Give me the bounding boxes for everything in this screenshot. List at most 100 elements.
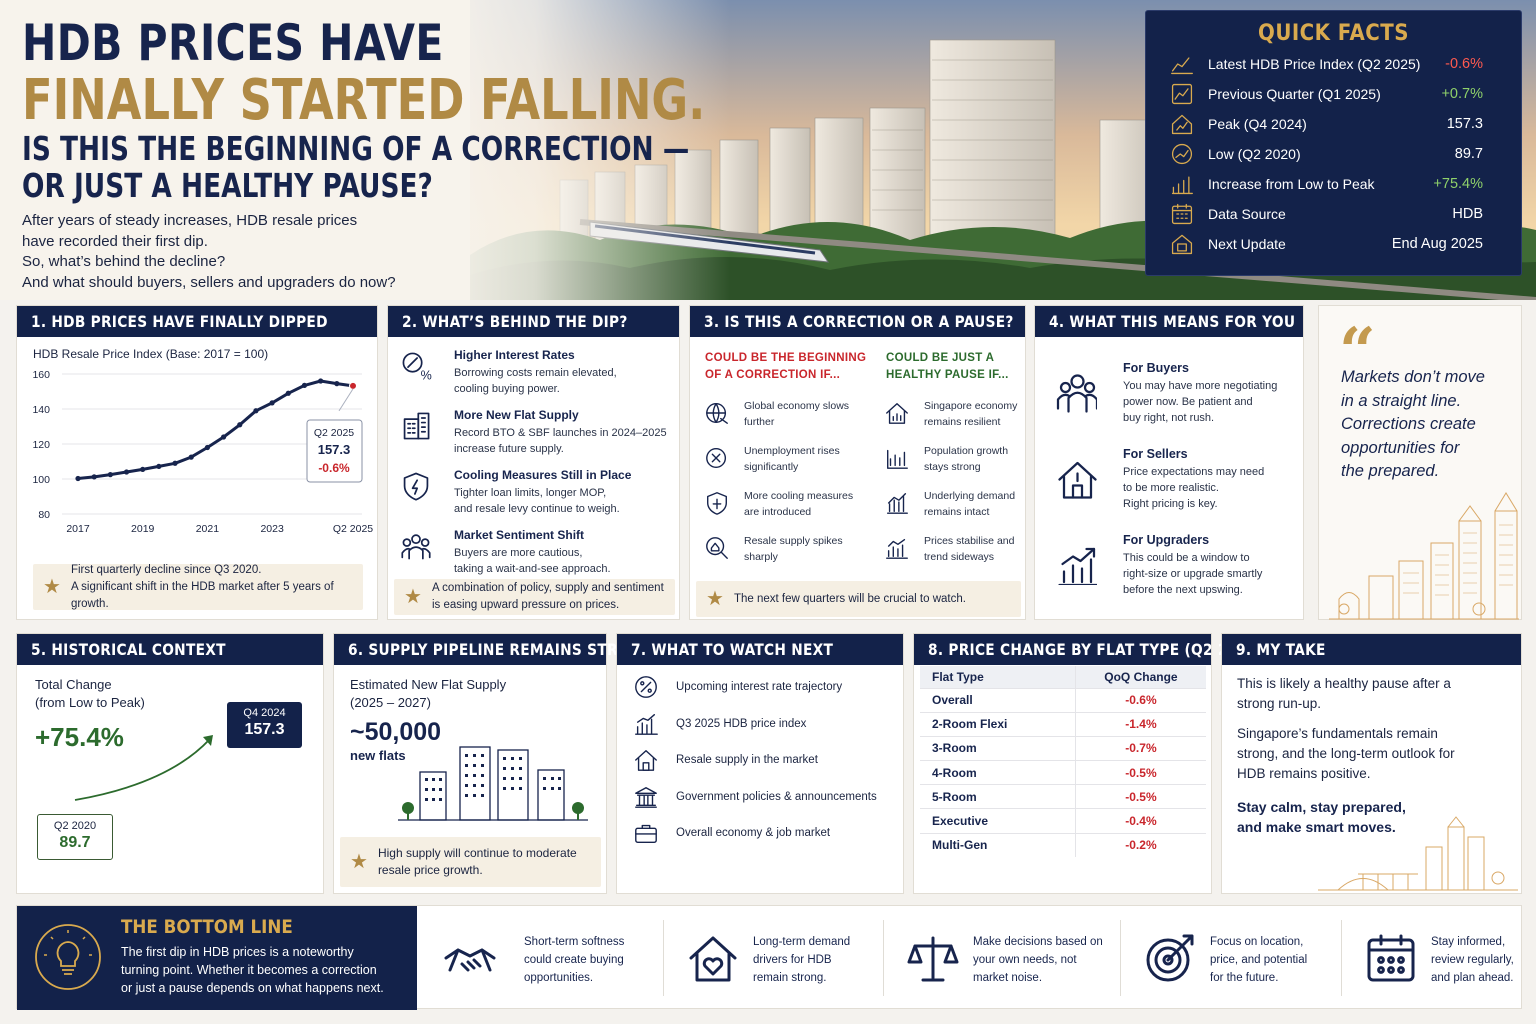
panel-title: 6. SUPPLY PIPELINE REMAINS STRONG (334, 634, 653, 665)
scales-icon (905, 930, 961, 991)
quick-fact-value: 89.7 (1454, 146, 1483, 162)
briefcase-icon (633, 820, 659, 851)
panel-title: 3. IS THIS A CORRECTION OR A PAUSE? (690, 306, 1025, 337)
divider (1120, 920, 1121, 996)
quick-fact-row: Next Update End Aug 2025 (1170, 229, 1483, 259)
panel-title: 8. PRICE CHANGE BY FLAT TYPE (Q2 2025) (914, 634, 1263, 665)
condition-text: Unemployment rises (744, 445, 840, 457)
bottom-line-title: THE BOTTOM LINE (121, 916, 293, 938)
series-line (77, 379, 354, 480)
flat-type-cell: 5-Room (920, 784, 1076, 809)
quick-fact-label: Latest HDB Price Index (Q2 2025) (1208, 56, 1421, 72)
condition-text: Global economy slows (744, 400, 850, 412)
calendar-icon (1363, 930, 1419, 991)
data-point (156, 463, 162, 469)
growth-arrow (74, 735, 213, 801)
x-tick-label: 2019 (131, 523, 155, 535)
takeaway-text: drivers for HDB (753, 954, 832, 966)
data-point (188, 454, 194, 460)
callout-label: Q2 2025 (314, 427, 354, 439)
quick-fact-label: Previous Quarter (Q1 2025) (1208, 86, 1381, 102)
quick-fact-value: End Aug 2025 (1391, 236, 1483, 252)
reason-item: Cooling Measures Still in Place Tighter l… (454, 468, 631, 517)
condition-text: remains intact (924, 506, 990, 518)
takeaway-text: review regularly, (1431, 954, 1514, 966)
quick-fact-label: Data Source (1208, 206, 1286, 222)
house-icon (633, 747, 659, 778)
page-title-line1: HDB PRICES HAVE (22, 14, 444, 72)
col-qoq-change: QoQ Change (1075, 666, 1206, 688)
x-tick-label: 2023 (260, 523, 284, 535)
panel-title: 4. WHAT THIS MEANS FOR YOU (1035, 306, 1303, 337)
total-change-label: Total Change (from Low to Peak) (35, 677, 145, 710)
qoq-change-cell: -0.5% (1075, 784, 1206, 809)
audience-text: buy right, not rush. (1123, 412, 1215, 424)
bar-growth-icon (1170, 172, 1194, 196)
star-icon: ★ (350, 850, 368, 873)
quote-mark: “ (1339, 314, 1376, 389)
takeaway-text: opportunities. (524, 972, 594, 984)
handshake-icon (442, 930, 498, 991)
star-icon: ★ (706, 587, 724, 610)
condition-text: significantly (744, 461, 799, 473)
pause-condition: Underlying demand remains intact (924, 488, 1015, 520)
quick-fact-value: +0.7% (1441, 86, 1483, 102)
chart-title: HDB Resale Price Index (Base: 2017 = 100… (33, 347, 269, 361)
reason-title: Higher Interest Rates (454, 348, 575, 362)
y-tick-label: 100 (32, 474, 50, 486)
data-point (172, 460, 178, 466)
reason-text: cooling buying power. (454, 383, 560, 395)
correction-condition: More cooling measures are introduced (744, 488, 853, 520)
reason-item: Market Sentiment Shift Buyers are more ca… (454, 528, 611, 577)
condition-text: Population growth (924, 445, 1009, 457)
takeaway-text: Long-term demand (753, 936, 851, 948)
y-tick-label: 140 (32, 404, 50, 416)
audience-text: right-size or upgrade smartly (1123, 568, 1263, 580)
bottom-line-section: THE BOTTOM LINE The first dip in HDB pri… (16, 905, 1522, 1010)
watch-item: Government policies & announcements (676, 790, 877, 803)
table-row: 4-Room -0.5% (920, 760, 1206, 785)
marina-skyline-illustration (1318, 816, 1518, 891)
peak-box: Q4 2024 157.3 (227, 702, 302, 748)
takeaway-text: your own needs, not (973, 954, 1077, 966)
takeaway-item: Stay informed, review regularly, and plan … (1431, 933, 1514, 987)
panel-title: 2. WHAT’S BEHIND THE DIP? (388, 306, 679, 337)
quick-fact-row: Increase from Low to Peak +75.4% (1170, 169, 1483, 199)
x-tick-label: Q2 2025 (333, 523, 373, 535)
watch-item: Resale supply in the market (676, 754, 818, 766)
chart-up-icon (1170, 82, 1194, 106)
panel-title: 5. HISTORICAL CONTEXT (17, 634, 323, 665)
audience-text: Price expectations may need (1123, 466, 1265, 478)
panel-my-take: 9. MY TAKE This is likely a healthy paus… (1221, 633, 1522, 894)
condition-text: sharply (744, 551, 778, 563)
condition-text: Resale supply spikes (744, 535, 843, 547)
y-tick-label: 160 (32, 369, 50, 381)
chart-low-icon (1170, 142, 1194, 166)
reason-item: More New Flat Supply Record BTO & SBF lau… (454, 408, 667, 457)
audience-item: For Upgraders This could be a window to ri… (1123, 533, 1262, 598)
watch-item: Q3 2025 HDB price index (676, 717, 807, 730)
cooling-shield-icon (704, 490, 730, 521)
reason-text: Record BTO & SBF launches in 2024–2025 (454, 427, 667, 439)
callout-leader (338, 388, 354, 412)
house-calendar-icon (1170, 232, 1194, 256)
x-tick-label: 2017 (66, 523, 90, 535)
data-point (123, 469, 130, 475)
calendar-grid-icon (1170, 202, 1194, 226)
quick-fact-label: Next Update (1208, 236, 1286, 252)
buildings-icon (398, 746, 588, 821)
quick-fact-label: Increase from Low to Peak (1208, 176, 1375, 192)
panel-flat-type: 8. PRICE CHANGE BY FLAT TYPE (Q2 2025) F… (913, 633, 1263, 894)
reason-text: Borrowing costs remain elevated, (454, 367, 617, 379)
quote-text: Markets don’t move in a straight line. C… (1341, 368, 1485, 480)
globe-down-icon (704, 400, 730, 431)
quick-fact-label: Peak (Q4 2024) (1208, 116, 1307, 132)
takeaway-text: market noise. (973, 972, 1043, 984)
page-title-line2: FINALLY STARTED FALLING. (22, 68, 706, 133)
y-tick-label: 120 (32, 439, 50, 451)
pause-condition: Population growth stays strong (924, 443, 1008, 475)
table-row: 5-Room -0.5% (920, 784, 1206, 809)
correction-condition: Global economy slows further (744, 398, 849, 430)
quick-fact-label: Low (Q2 2020) (1208, 146, 1301, 162)
flat-type-cell: 2-Room Flexi (920, 711, 1076, 737)
